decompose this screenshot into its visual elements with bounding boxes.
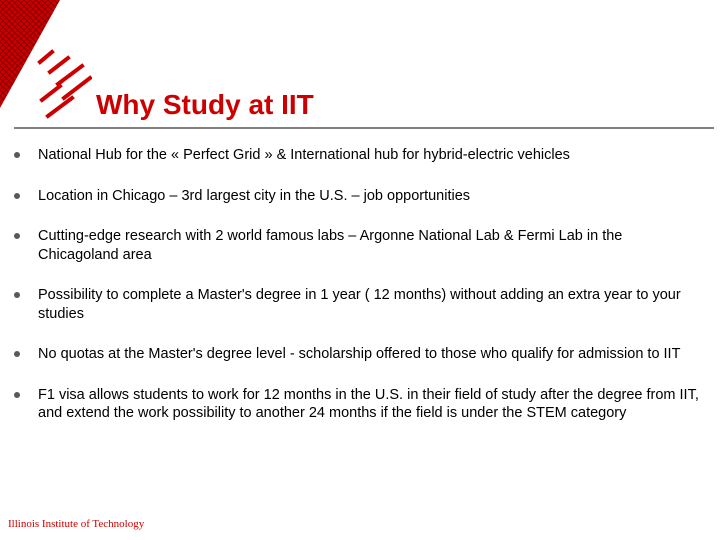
slide: Why Study at IIT National Hub for the « … xyxy=(0,0,720,540)
title-block: Why Study at IIT xyxy=(0,90,720,129)
bullet-text: Location in Chicago – 3rd largest city i… xyxy=(38,187,706,206)
slide-title: Why Study at IIT xyxy=(96,90,720,121)
bullet-text: No quotas at the Master's degree level -… xyxy=(38,345,706,364)
list-item: F1 visa allows students to work for 12 m… xyxy=(14,386,706,423)
list-item: Cutting-edge research with 2 world famou… xyxy=(14,227,706,264)
list-item: No quotas at the Master's degree level -… xyxy=(14,345,706,364)
bullet-icon xyxy=(14,193,20,199)
bullet-icon xyxy=(14,233,20,239)
bullet-text: F1 visa allows students to work for 12 m… xyxy=(38,386,706,423)
list-item: Possibility to complete a Master's degre… xyxy=(14,286,706,323)
footer-text: Illinois Institute of Technology xyxy=(8,518,144,530)
title-underline xyxy=(14,127,714,129)
bullet-icon xyxy=(14,351,20,357)
list-item: National Hub for the « Perfect Grid » & … xyxy=(14,146,706,165)
bullet-list: National Hub for the « Perfect Grid » & … xyxy=(14,146,706,445)
bullet-icon xyxy=(14,152,20,158)
bullet-icon xyxy=(14,392,20,398)
bullet-text: Cutting-edge research with 2 world famou… xyxy=(38,227,706,264)
list-item: Location in Chicago – 3rd largest city i… xyxy=(14,187,706,206)
bullet-text: Possibility to complete a Master's degre… xyxy=(38,286,706,323)
bullet-text: National Hub for the « Perfect Grid » & … xyxy=(38,146,706,165)
bullet-icon xyxy=(14,292,20,298)
